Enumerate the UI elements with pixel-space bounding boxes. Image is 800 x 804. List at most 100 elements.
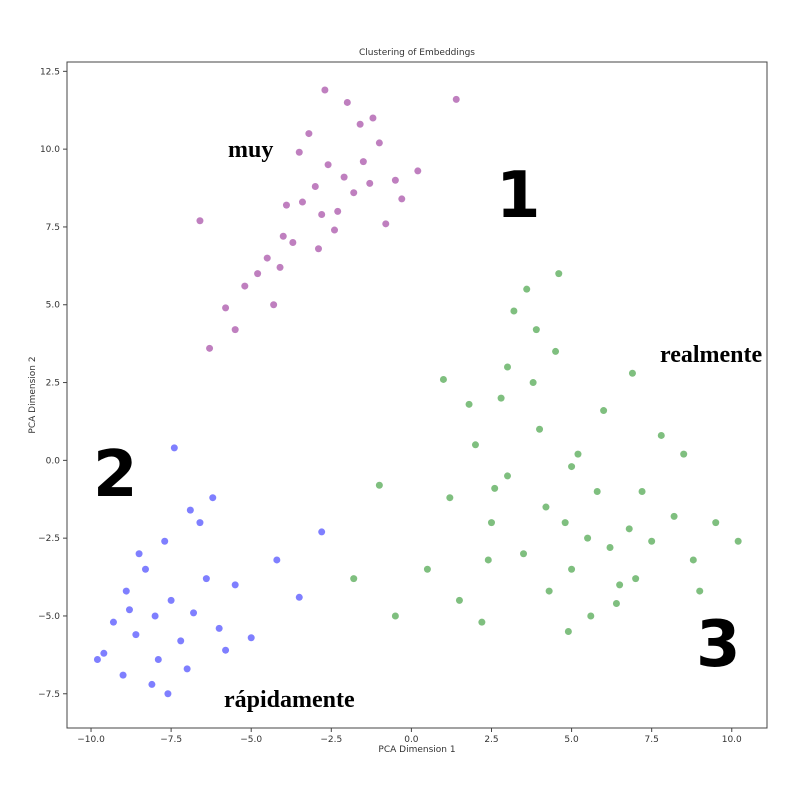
- point: [465, 400, 473, 408]
- point: [523, 285, 531, 293]
- point: [350, 189, 358, 197]
- y-tick-label: 12.5: [40, 67, 60, 77]
- point: [375, 139, 383, 147]
- y-tick-label: 5.0: [46, 301, 61, 311]
- point: [340, 173, 348, 181]
- point: [298, 198, 306, 206]
- point: [628, 369, 636, 377]
- point: [100, 649, 108, 657]
- point: [273, 556, 281, 564]
- point: [375, 481, 383, 489]
- point: [452, 95, 460, 103]
- point: [612, 600, 620, 608]
- point: [314, 245, 322, 253]
- point: [206, 344, 214, 352]
- point: [564, 628, 572, 636]
- point: [487, 519, 495, 527]
- point: [484, 556, 492, 564]
- point: [510, 307, 518, 315]
- point: [680, 450, 688, 458]
- point: [334, 207, 342, 215]
- point: [696, 587, 704, 595]
- y-tick-label: 0.0: [46, 456, 61, 466]
- point: [305, 130, 313, 138]
- y-tick-label: −7.5: [38, 690, 60, 700]
- point: [289, 239, 297, 247]
- point: [122, 587, 130, 595]
- annotation: realmente: [660, 342, 763, 368]
- y-tick-label: −5.0: [38, 612, 60, 622]
- point: [241, 282, 249, 290]
- point: [414, 167, 422, 175]
- x-tick-label: −5.0: [240, 735, 262, 745]
- annotation: muy: [228, 137, 273, 163]
- point: [132, 631, 140, 639]
- point: [324, 161, 332, 169]
- point: [455, 596, 463, 604]
- point: [616, 581, 624, 589]
- point: [279, 232, 287, 240]
- point: [391, 612, 399, 620]
- point: [141, 565, 149, 573]
- point: [584, 534, 592, 542]
- point: [536, 425, 544, 433]
- point: [209, 494, 217, 502]
- point: [276, 263, 284, 271]
- x-tick-label: 5.0: [564, 735, 579, 745]
- annotation: 1: [496, 159, 541, 233]
- point: [295, 593, 303, 601]
- plot-frame: [66, 61, 768, 729]
- point: [295, 148, 303, 156]
- point: [574, 450, 582, 458]
- point: [154, 656, 162, 664]
- point: [670, 512, 678, 520]
- point: [318, 528, 326, 536]
- y-tick-label: 7.5: [46, 223, 60, 233]
- point: [350, 575, 358, 583]
- annotation: rápidamente: [224, 687, 355, 713]
- y-tick-label: 10.0: [40, 145, 60, 155]
- point: [587, 612, 595, 620]
- point: [391, 176, 399, 184]
- x-tick-label: 7.5: [645, 735, 659, 745]
- point: [151, 612, 159, 620]
- point: [504, 472, 512, 480]
- x-tick-label: 2.5: [484, 735, 498, 745]
- point: [471, 441, 479, 449]
- point: [231, 581, 239, 589]
- point: [222, 304, 230, 312]
- point: [311, 182, 319, 190]
- y-tick-label: 2.5: [46, 379, 60, 389]
- point: [504, 363, 512, 371]
- annotation: 3: [696, 608, 741, 682]
- point: [491, 484, 499, 492]
- point: [186, 506, 194, 514]
- x-tick-label: 10.0: [722, 735, 742, 745]
- point: [93, 656, 101, 664]
- points: [93, 86, 742, 698]
- annotation: 2: [93, 438, 138, 512]
- point: [222, 646, 230, 654]
- point: [382, 220, 390, 228]
- point: [439, 375, 447, 383]
- point: [520, 550, 528, 558]
- point: [638, 487, 646, 495]
- chart-title: Clustering of Embeddings: [359, 48, 475, 58]
- point: [657, 431, 665, 439]
- point: [170, 444, 178, 452]
- point: [254, 270, 262, 278]
- point: [161, 537, 169, 545]
- point: [231, 326, 239, 334]
- point: [215, 624, 223, 632]
- point: [359, 158, 367, 166]
- point: [369, 114, 377, 122]
- point: [331, 226, 339, 234]
- point: [606, 543, 614, 551]
- point: [545, 587, 553, 595]
- point: [247, 634, 255, 642]
- x-tick-label: −10.0: [77, 735, 105, 745]
- point: [135, 550, 143, 558]
- point: [148, 680, 156, 688]
- point: [202, 575, 210, 583]
